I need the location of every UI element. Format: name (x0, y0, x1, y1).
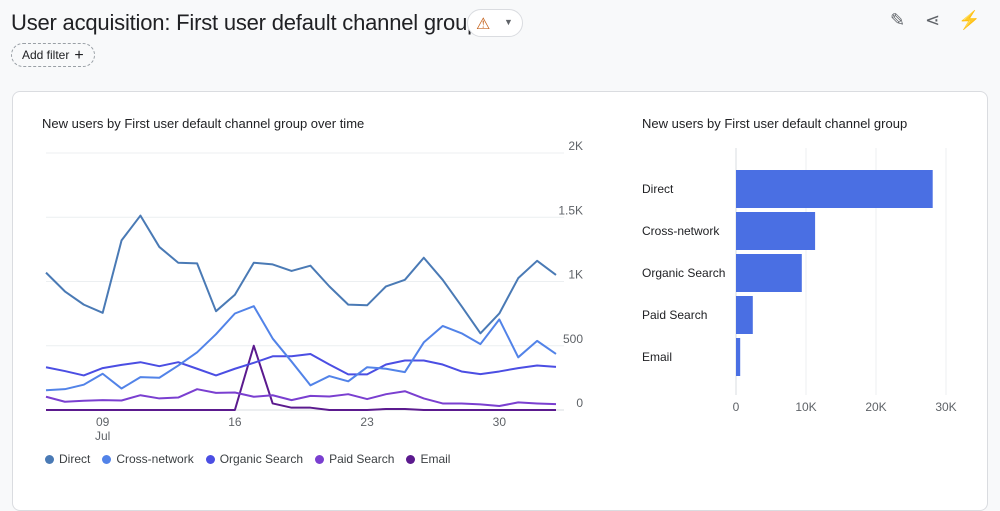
legend-dot (205, 454, 215, 464)
line-chart-title: New users by First user default channel … (42, 116, 365, 131)
x-tick-label: 30 (493, 415, 507, 429)
legend-dot (102, 454, 112, 464)
x-tick-label: 23 (360, 415, 374, 429)
bar-x-tick-label: 10K (795, 400, 816, 414)
page-title: User acquisition: First user default cha… (11, 10, 480, 35)
bar-x-tick-label: 30K (935, 400, 956, 414)
legend-label: Email (420, 452, 451, 466)
warning-dropdown[interactable]: ⚠ ▼ (467, 9, 523, 37)
legend-dot (45, 454, 54, 464)
series-line-email (46, 344, 556, 411)
bar-category-label: Cross-network (642, 224, 720, 238)
line-chart-legend: Direct Cross-network Organic Search Paid Se… (45, 452, 450, 466)
bar-paid-search (736, 296, 753, 334)
legend-label: Direct (59, 452, 91, 466)
y-tick-label: 1K (568, 268, 583, 282)
bar-x-tick-label: 20K (865, 400, 886, 414)
insights-icon[interactable]: ⚡ (958, 10, 981, 30)
bar-category-label: Direct (642, 182, 674, 196)
legend-dot (406, 454, 416, 464)
legend-item[interactable]: Paid Search (315, 452, 394, 466)
add-filter-label: Add filter (22, 48, 70, 62)
legend-item[interactable]: Organic Search (205, 452, 304, 466)
share-icon[interactable]: ⋖ (925, 10, 941, 30)
y-tick-label: 1.5K (558, 203, 583, 217)
bar-chart-title: New users by First user default channel … (642, 116, 908, 131)
y-tick-label: 500 (563, 332, 583, 346)
bar-direct (736, 170, 933, 208)
series-line-direct (45, 214, 557, 335)
series-line-cross-network (45, 305, 557, 392)
bar-category-label: Email (642, 350, 672, 364)
bar-email (736, 338, 741, 376)
bar-organic-search (736, 254, 802, 292)
series-line-paid-search (45, 388, 557, 408)
legend-item[interactable]: Email (406, 452, 450, 466)
y-tick-label: 2K (568, 139, 583, 153)
x-tick-sublabel: Jul (95, 429, 110, 443)
x-tick-label: 16 (228, 415, 242, 429)
bar-x-tick-label: 0 (733, 400, 740, 414)
legend-label: Paid Search (329, 452, 395, 466)
legend-item[interactable]: Cross-network (102, 452, 194, 466)
y-tick-label: 0 (576, 396, 583, 410)
legend-label: Cross-network (116, 452, 194, 466)
edit-report-icon[interactable]: ✎ (890, 10, 906, 30)
chevron-down-icon: ▼ (504, 17, 513, 27)
series-line-organic-search (45, 352, 557, 377)
warning-triangle-icon: ⚠ (476, 16, 491, 33)
add-filter-button[interactable]: Add filter + (11, 43, 95, 67)
bar-category-label: Organic Search (642, 266, 725, 280)
legend-item[interactable]: Direct (45, 452, 90, 466)
bar-category-label: Paid Search (642, 308, 707, 322)
legend-dot (315, 454, 325, 464)
x-tick-label: 09 (96, 415, 110, 429)
legend-label: Organic Search (219, 452, 304, 466)
plus-icon: + (74, 47, 84, 64)
bar-cross-network (736, 212, 816, 250)
